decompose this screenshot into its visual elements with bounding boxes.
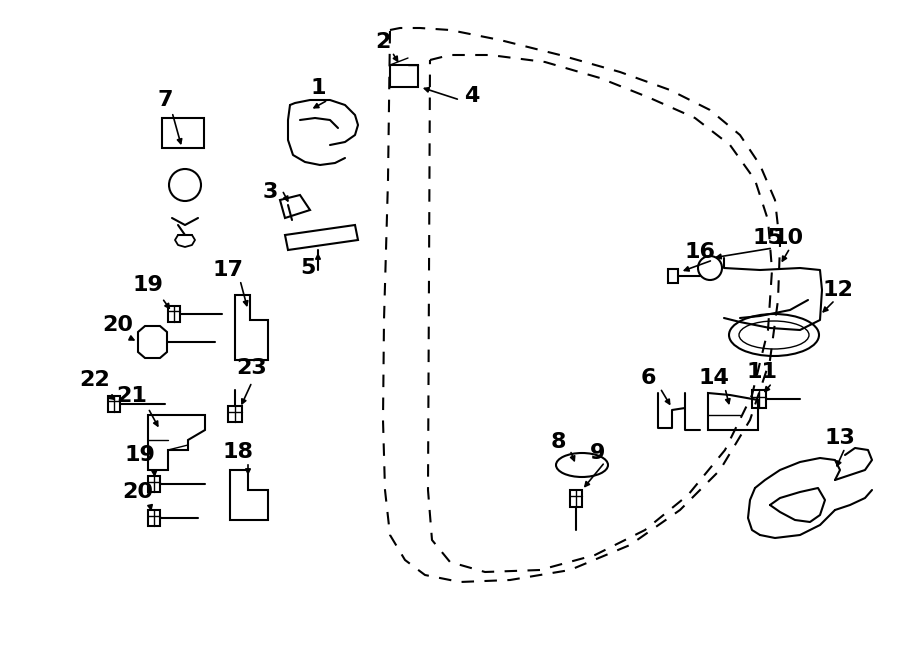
Text: 21: 21 (117, 386, 148, 406)
Text: 20: 20 (103, 315, 133, 335)
Text: 20: 20 (122, 482, 154, 502)
Text: 15: 15 (752, 228, 783, 248)
Text: 16: 16 (685, 242, 716, 262)
Text: 12: 12 (823, 280, 853, 300)
Text: 17: 17 (212, 260, 244, 280)
Text: 3: 3 (262, 182, 278, 202)
Bar (390, 65, 418, 87)
Text: 2: 2 (375, 32, 391, 52)
Text: 9: 9 (590, 443, 606, 463)
Text: 14: 14 (698, 368, 729, 388)
Text: 19: 19 (132, 275, 164, 295)
Text: 5: 5 (301, 258, 316, 278)
Text: 18: 18 (222, 442, 254, 462)
Text: 7: 7 (158, 90, 173, 110)
Text: 23: 23 (237, 358, 267, 378)
Text: 11: 11 (746, 362, 778, 382)
Text: 22: 22 (79, 370, 111, 390)
Text: 10: 10 (772, 228, 804, 248)
Text: 13: 13 (824, 428, 855, 448)
Text: 19: 19 (124, 445, 156, 465)
Text: 8: 8 (550, 432, 566, 452)
Text: 6: 6 (640, 368, 656, 388)
Bar (162, 118, 204, 148)
Text: 4: 4 (464, 86, 480, 106)
Text: 1: 1 (310, 78, 326, 98)
